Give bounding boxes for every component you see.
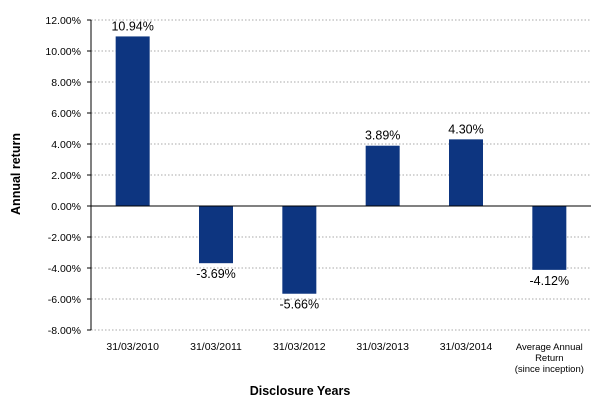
data-label: 3.89%: [365, 129, 400, 143]
x-category-label: 31/03/2011: [190, 341, 242, 353]
x-category-label: 31/03/2014: [440, 341, 493, 353]
y-tick-label: 0.00%: [51, 201, 81, 213]
y-tick-label: 2.00%: [51, 170, 81, 182]
y-tick-label: 8.00%: [51, 77, 81, 89]
x-category-label: Average Annual: [516, 342, 583, 353]
x-axis-title: Disclosure Years: [250, 384, 351, 398]
x-category-labels: 31/03/2010 31/03/2011 31/03/2012 31/03/2013…: [106, 341, 584, 375]
data-label: -5.66%: [280, 298, 320, 312]
bar: [199, 206, 233, 264]
x-category-label: 31/03/2010: [106, 341, 159, 353]
y-tick-label: -4.00%: [48, 263, 81, 275]
y-tick-labels: 12.00% 10.00% 8.00% 6.00% 4.00% 2.00% 0.00% -2.…: [45, 15, 81, 337]
y-tick-label: 12.00%: [45, 15, 81, 27]
x-category-label: 31/03/2012: [273, 341, 326, 353]
y-tick-label: -8.00%: [48, 325, 81, 337]
bars: [115, 36, 567, 294]
data-labels: 10.94% -3.69% -5.66% 3.89% 4.30% -4.12%: [111, 19, 569, 311]
y-axis-title: Annual return: [9, 133, 23, 215]
data-label: -3.69%: [196, 267, 236, 281]
y-tick-label: 6.00%: [51, 108, 81, 120]
bar: [365, 145, 400, 206]
bar: [282, 206, 317, 294]
y-tick-label: -6.00%: [48, 294, 81, 306]
data-label: 10.94%: [111, 19, 153, 33]
gridlines: [87, 19, 591, 331]
bar: [532, 206, 567, 270]
data-label: -4.12%: [530, 274, 570, 288]
bar: [449, 139, 483, 206]
bar: [115, 36, 150, 207]
y-tick-label: -2.00%: [48, 232, 81, 244]
y-tick-label: 10.00%: [45, 46, 81, 58]
x-category-label: Return: [535, 353, 564, 364]
y-tick-label: 4.00%: [51, 139, 81, 151]
data-label: 4.30%: [448, 122, 483, 136]
x-category-label: (since inception): [515, 364, 584, 375]
x-category-label: 31/03/2013: [356, 341, 409, 353]
